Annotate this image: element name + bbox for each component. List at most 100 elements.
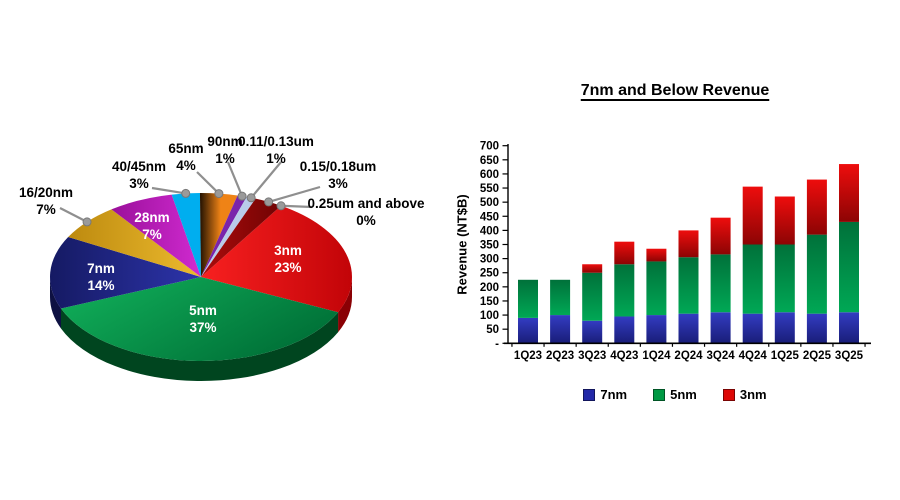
bar-segment-7nm-1Q25 (774, 312, 795, 344)
pie-rim-7nm (50, 277, 61, 329)
leader-dot-0.15/0.18um (264, 197, 274, 207)
y-tick-label: 450 (480, 211, 499, 223)
x-tick-label-2Q23: 2Q23 (546, 350, 574, 362)
leader-line-40/45nm (151, 186, 186, 195)
legend-item-7nm: 7nm (583, 387, 627, 402)
bar-segment-7nm-2Q25 (806, 313, 827, 344)
bar-segment-7nm-1Q23 (518, 317, 538, 344)
x-tick-label-1Q24: 1Q24 (642, 350, 671, 362)
bar-chart-title: 7nm and Below Revenue (580, 82, 770, 99)
legend-swatch-3nm (722, 388, 735, 401)
y-tick-label: 200 (480, 282, 499, 294)
bar-segment-3nm-4Q24 (742, 186, 763, 245)
bar-segment-5nm-1Q25 (774, 244, 795, 313)
pie-slice-0.15/0.18um (201, 198, 282, 277)
legend-swatch-5nm (653, 388, 666, 401)
bar-segment-5nm-3Q23 (582, 272, 603, 321)
y-tick-label: 700 (480, 141, 499, 153)
y-tick-label: - (495, 338, 499, 350)
y-tick-label: 150 (480, 296, 499, 308)
x-tick-label-1Q23: 1Q23 (514, 350, 542, 362)
bar-segment-7nm-2Q24 (678, 313, 699, 344)
bar-segment-3nm-2Q24 (678, 230, 699, 258)
bar-segment-7nm-3Q24 (710, 312, 731, 344)
y-tick-label: 550 (480, 183, 499, 195)
pie-label-40/45nm: 40/45nm 3% (112, 159, 166, 191)
stacked-bar-chart: - 50 100 150 200 250 300 350 400 450 500 550 600 650 7… (480, 141, 871, 362)
pie-label-5nm: 5nm 37% (189, 303, 217, 335)
leader-line-0.11/0.13um (250, 161, 282, 199)
bar-segment-3nm-1Q24 (646, 248, 667, 262)
bar-segment-3nm-4Q23 (614, 241, 635, 265)
pie-slice-16/20nm (68, 209, 201, 277)
y-tick-label: 400 (480, 225, 499, 237)
y-tick-label: 50 (486, 324, 499, 336)
bar-chart-legend: 7nm 5nm 3nm (450, 387, 900, 402)
leader-line-16/20nm (59, 207, 88, 223)
y-tick-label: 250 (480, 268, 499, 280)
x-tick-label-2Q25: 2Q25 (803, 350, 832, 362)
y-tick-label: 100 (480, 310, 499, 322)
legend-label-3nm: 3nm (739, 387, 767, 402)
y-tick-label: 500 (480, 197, 499, 209)
x-tick-label-3Q25: 3Q25 (835, 350, 864, 362)
leader-line-90nm (226, 161, 244, 197)
leader-line-0.15/0.18um (268, 185, 321, 203)
pie-slice-5nm (61, 277, 339, 361)
legend-item-5nm: 5nm (653, 387, 697, 402)
bar-segment-5nm-2Q24 (678, 257, 699, 314)
pie-rim-5nm (61, 308, 339, 381)
legend-label-7nm: 7nm (600, 387, 628, 402)
pie-label-90nm: 90nm 1% (207, 134, 242, 166)
pie-label-3nm: 3nm 23% (274, 243, 302, 275)
bar-segment-5nm-2Q23 (550, 279, 571, 316)
pie-slice-40/45nm (171, 193, 201, 277)
y-tick-label: 600 (480, 169, 499, 181)
bar-segment-3nm-2Q25 (806, 179, 827, 235)
x-tick-label-1Q25: 1Q25 (771, 350, 800, 362)
y-tick-label: 300 (480, 254, 499, 266)
bar-segment-7nm-3Q23 (582, 320, 603, 344)
x-tick-label-3Q24: 3Q24 (707, 350, 736, 362)
bar-segment-7nm-2Q23 (550, 315, 571, 344)
x-tick-label-4Q24: 4Q24 (739, 350, 768, 362)
pie-label-7nm: 7nm 14% (87, 261, 115, 293)
leader-dot-90nm (237, 191, 247, 201)
bar-segment-7nm-4Q23 (614, 316, 635, 344)
pie-slice-3nm (201, 205, 352, 313)
x-tick-label-2Q24: 2Q24 (674, 350, 703, 362)
bar-segment-5nm-4Q24 (742, 244, 763, 314)
bar-segment-7nm-4Q24 (742, 313, 763, 344)
bar-segment-3nm-1Q25 (774, 196, 795, 245)
leader-dot-65nm (214, 189, 224, 199)
x-tick-label-3Q23: 3Q23 (578, 350, 606, 362)
leader-line-65nm (196, 171, 220, 195)
bar-segment-7nm-3Q25 (839, 312, 859, 344)
pie-label-0.15/0.18um: 0.15/0.18um 3% (300, 159, 377, 191)
x-tick-label-4Q23: 4Q23 (610, 350, 638, 362)
y-tick-label: 350 (480, 240, 499, 252)
leader-dot-16/20nm (82, 217, 92, 227)
pie-label-0.25um and above: 0.25um and above 0% (307, 196, 425, 228)
bar-segment-5nm-3Q24 (710, 254, 731, 313)
pie-slice-7nm (50, 237, 201, 309)
bar-segment-5nm-2Q25 (806, 234, 827, 314)
pie-slice-0.11/0.13um (201, 196, 256, 277)
pie-label-28nm: 28nm 7% (134, 210, 169, 242)
leader-dot-40/45nm (181, 188, 191, 198)
leader-dot-0.11/0.13um (246, 193, 256, 203)
bar-segment-5nm-3Q25 (839, 221, 859, 313)
pie-slice-90nm (201, 195, 247, 277)
bar-segment-7nm-1Q24 (646, 315, 667, 344)
bar-segment-5nm-4Q23 (614, 264, 635, 317)
legend-swatch-7nm (583, 388, 596, 401)
bar-chart-panel: 7nm and Below Revenue Revenue (NT$B) -50… (450, 0, 900, 500)
bar-segment-3nm-3Q24 (710, 217, 731, 255)
pie-label-16/20nm: 16/20nm 7% (19, 185, 73, 217)
pie-rim-3nm (338, 277, 352, 333)
y-tick-label: 650 (480, 155, 499, 167)
pie-slice-28nm (111, 194, 201, 277)
legend-item-3nm: 3nm (722, 387, 767, 402)
bar-segment-5nm-1Q24 (646, 261, 667, 316)
